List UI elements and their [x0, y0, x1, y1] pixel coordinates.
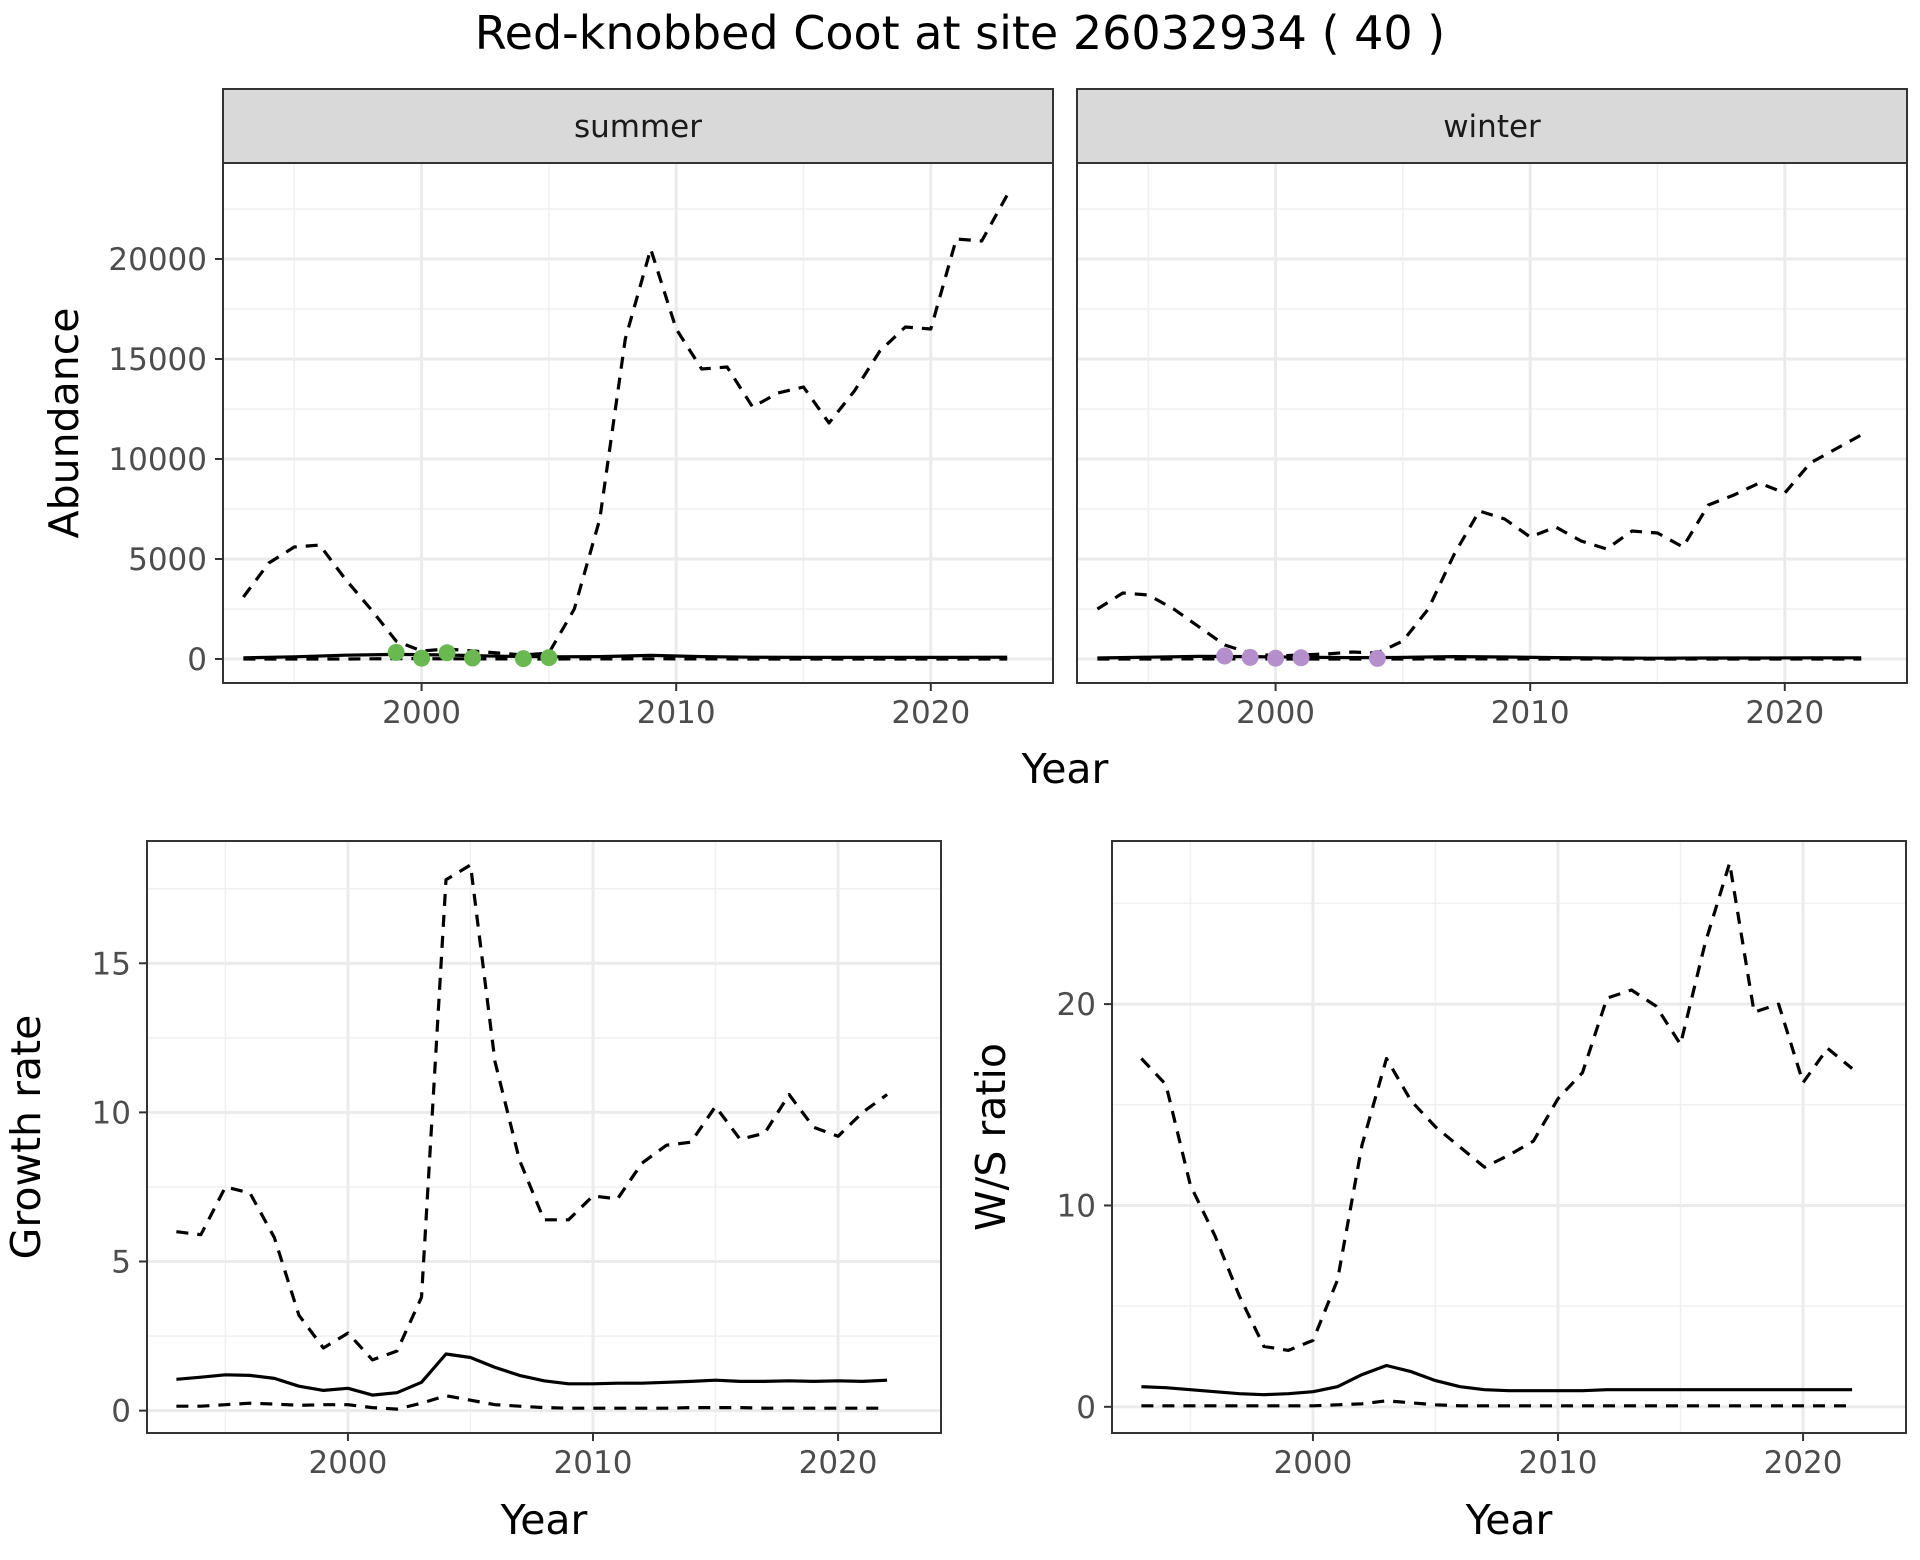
x-tick-label: 2010: [1491, 695, 1570, 731]
y-tick-label: 15000: [108, 342, 207, 378]
x-tick-label: 2000: [1236, 695, 1315, 731]
plot-background: [147, 841, 941, 1433]
y-axis-title: Abundance: [40, 308, 88, 539]
x-tick-label: 2000: [382, 695, 461, 731]
series-line-upper: [1140, 861, 1854, 1352]
y-tick-label: 10: [1057, 1188, 1096, 1224]
chart-panel-winter: winter 2000 2010 2020: [1076, 88, 1908, 731]
x-tick-label: 2020: [891, 695, 970, 731]
data-point-observed: [464, 649, 482, 667]
x-tick-label: 2010: [554, 1445, 633, 1481]
x-tick-label: 2000: [1273, 1445, 1352, 1481]
data-point-observed: [1216, 647, 1234, 665]
data-point-observed: [438, 644, 456, 662]
series-line-upper: [242, 194, 1009, 657]
series-line-estimate: [1141, 1363, 1853, 1397]
x-tick-label: 2010: [1519, 1445, 1598, 1481]
plot-background: [1112, 841, 1906, 1433]
x-tick-label: 2020: [799, 1445, 878, 1481]
panel-border: [146, 840, 942, 1434]
y-tick-label: 20000: [108, 242, 207, 278]
chart-panel-summer: summer 2000 2010 2020 0 5000 10000 15000 20000 Ab…: [40, 88, 1054, 731]
plot-background: [223, 163, 1053, 683]
facet-strip-label: summer: [574, 109, 702, 145]
y-axis-title: W/S ratio: [967, 1043, 1015, 1231]
series-line-estimate: [176, 1352, 888, 1397]
x-axis-title: Year: [1465, 1496, 1553, 1544]
data-point-observed: [514, 650, 532, 668]
series-line-lower: [1141, 1399, 1853, 1408]
series-line-lower: [176, 1394, 888, 1411]
facet-strip: [1076, 88, 1908, 164]
x-tick-label: 2020: [1764, 1445, 1843, 1481]
data-point-observed: [540, 649, 558, 667]
data-point-observed: [1241, 648, 1259, 666]
plot-background: [1077, 163, 1907, 683]
data-point-observed: [387, 643, 405, 661]
y-tick-label: 0: [187, 642, 207, 678]
figure-title: Red-knobbed Coot at site 26032934 ( 40 ): [474, 6, 1446, 60]
x-tick-label: 2000: [308, 1445, 387, 1481]
x-axis-title: Year: [500, 1496, 588, 1544]
chart-panel-panel-3: 2000 2010 2020 0 5 10 15 Growth rate Year: [2, 840, 942, 1544]
y-tick-label: 10: [92, 1095, 131, 1131]
data-point-observed: [1267, 649, 1285, 667]
facet-strip: [222, 88, 1054, 164]
chart-panel-panel-4: 2000 2010 2020 0 10 20 W/S ratio Year: [967, 840, 1907, 1544]
data-point-observed: [413, 649, 431, 667]
y-tick-label: 0: [111, 1394, 131, 1430]
y-tick-label: 5000: [128, 542, 207, 578]
series-line-upper: [1096, 433, 1862, 658]
data-point-observed: [1368, 649, 1386, 667]
y-tick-label: 15: [92, 946, 131, 982]
data-point-observed: [1292, 649, 1310, 667]
x-tick-label: 2020: [1745, 695, 1824, 731]
y-tick-label: 20: [1057, 987, 1096, 1023]
x-tick-label: 2010: [637, 695, 716, 731]
y-tick-label: 10000: [108, 442, 207, 478]
facet-strip-label: winter: [1443, 109, 1541, 145]
series-line-upper: [176, 863, 889, 1362]
y-tick-label: 5: [111, 1245, 131, 1281]
x-axis-title-top-row: Year: [1021, 745, 1109, 793]
y-tick-label: 0: [1076, 1390, 1096, 1426]
panel-border: [1111, 840, 1907, 1434]
y-axis-title: Growth rate: [2, 1015, 50, 1260]
